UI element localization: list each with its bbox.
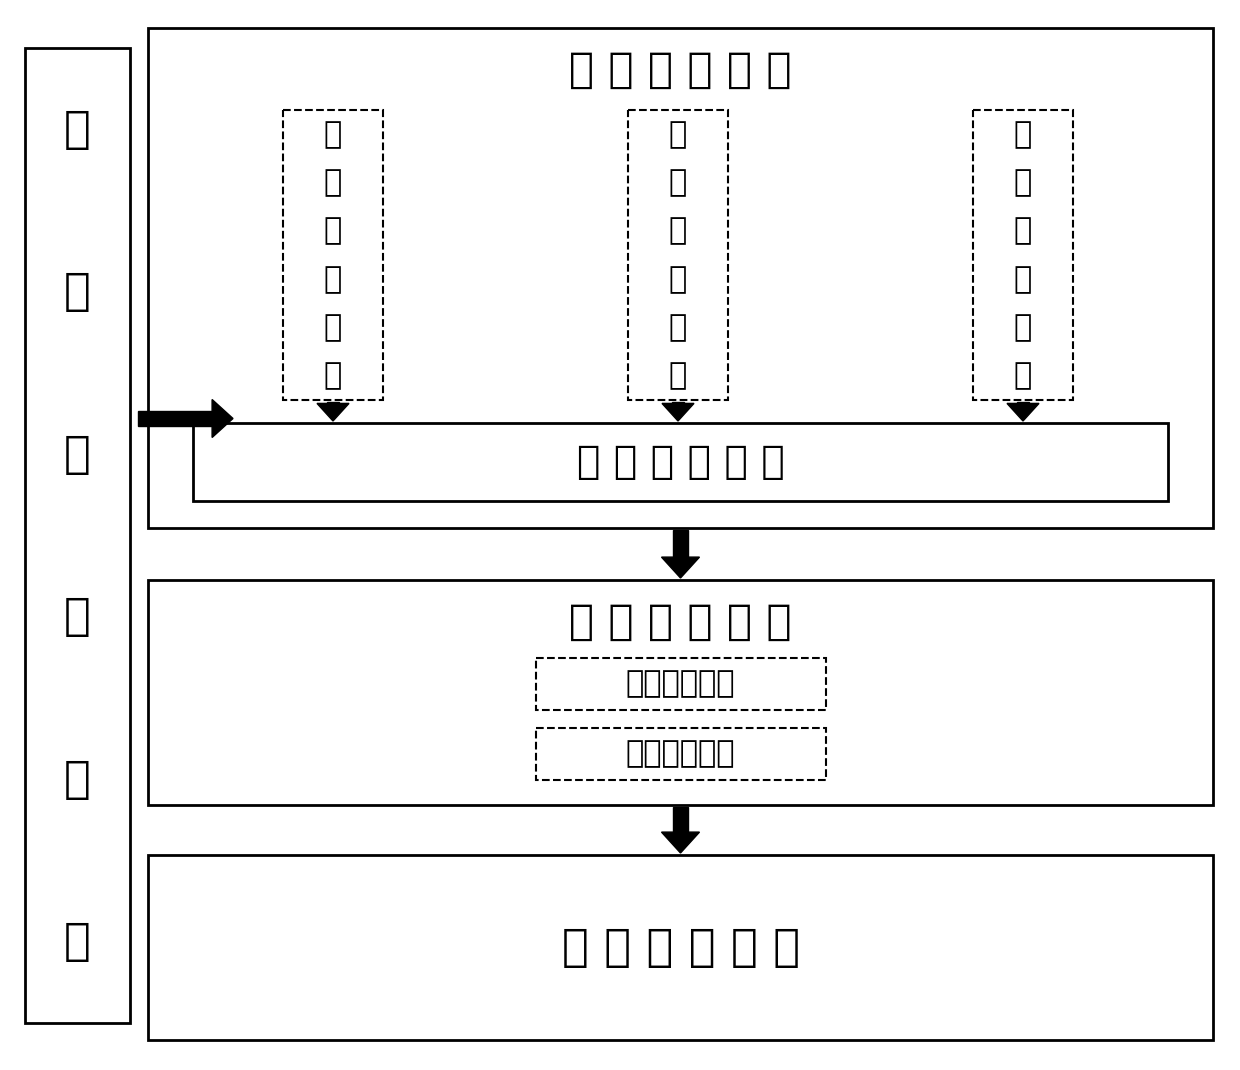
- Text: 数 据 分 析 模 块: 数 据 分 析 模 块: [569, 601, 792, 643]
- Text: 滑: 滑: [1014, 120, 1032, 149]
- Bar: [148, 580, 1213, 805]
- Bar: [627, 110, 728, 400]
- Text: 采: 采: [64, 432, 91, 476]
- Text: 事: 事: [668, 216, 687, 245]
- Text: 损: 损: [1014, 216, 1032, 245]
- Polygon shape: [661, 832, 699, 853]
- Text: 模: 模: [324, 314, 342, 342]
- Text: 损失权重模块: 损失权重模块: [626, 670, 735, 699]
- Text: 据: 据: [64, 271, 91, 314]
- Text: 坡: 坡: [668, 168, 687, 197]
- Bar: [672, 402, 684, 403]
- Text: 层 次 分 析 模 块: 层 次 分 析 模 块: [569, 49, 792, 91]
- Bar: [536, 658, 826, 710]
- Bar: [673, 807, 688, 832]
- Text: 模: 模: [668, 314, 687, 342]
- Bar: [536, 728, 826, 780]
- Polygon shape: [317, 403, 348, 421]
- Bar: [673, 530, 688, 557]
- Text: 模: 模: [64, 758, 91, 800]
- Text: 成: 成: [324, 216, 342, 245]
- Bar: [138, 411, 212, 426]
- Polygon shape: [662, 403, 694, 421]
- Text: 关 联 分 析 模 块: 关 联 分 析 模 块: [577, 443, 785, 482]
- Text: 滑: 滑: [324, 120, 342, 149]
- Text: 集: 集: [64, 595, 91, 638]
- Text: 模: 模: [1014, 314, 1032, 342]
- Bar: [283, 110, 383, 400]
- Polygon shape: [1007, 403, 1039, 421]
- Bar: [25, 48, 130, 1023]
- Text: 损 失 评 价 模 块: 损 失 评 价 模 块: [562, 926, 800, 969]
- Text: 损失评价模块: 损失评价模块: [626, 739, 735, 768]
- Bar: [973, 110, 1073, 400]
- Text: 因: 因: [324, 264, 342, 293]
- Text: 块: 块: [324, 362, 342, 391]
- Bar: [148, 28, 1213, 528]
- Text: 坡: 坡: [324, 168, 342, 197]
- Text: 块: 块: [64, 920, 91, 963]
- Text: 故: 故: [668, 264, 687, 293]
- Text: 数: 数: [64, 108, 91, 151]
- Polygon shape: [212, 399, 233, 438]
- Polygon shape: [661, 557, 699, 578]
- Text: 失: 失: [1014, 264, 1032, 293]
- Bar: [193, 423, 1168, 501]
- Bar: [327, 402, 339, 403]
- Text: 滑: 滑: [668, 120, 687, 149]
- Text: 坡: 坡: [1014, 168, 1032, 197]
- Bar: [148, 855, 1213, 1040]
- Text: 块: 块: [1014, 362, 1032, 391]
- Text: 块: 块: [668, 362, 687, 391]
- Bar: [1017, 402, 1029, 403]
